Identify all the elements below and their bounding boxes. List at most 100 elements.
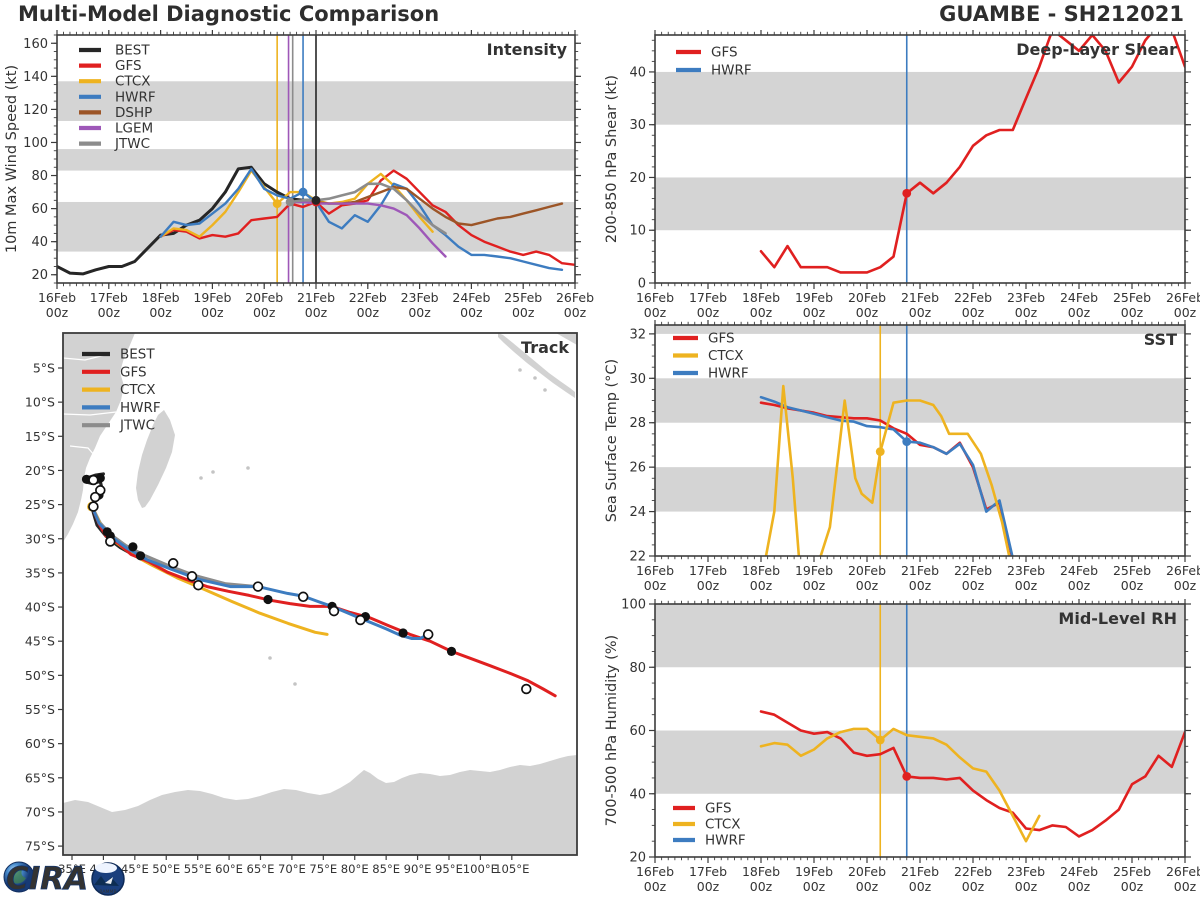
x-tick-day-label: 22Feb [954,864,992,879]
x-tick-hour-label: 00z [856,305,879,320]
x-axis: 16Feb00z17Feb00z18Feb00z19Feb00z20Feb00z… [38,30,594,320]
lat-tick-label: 15°S [25,429,55,444]
x-tick-hour-label: 00z [697,879,720,894]
x-tick-hour-label: 00z [149,305,172,320]
x-tick-day-label: 16Feb [38,290,76,305]
x-tick-day-label: 23Feb [1007,864,1045,879]
y-tick-label: 40 [31,235,48,250]
lat-tick-label: 25°S [25,497,55,512]
x-tick-hour-label: 00z [962,879,985,894]
category-bands [655,71,1185,231]
x-tick-day-label: 24Feb [1060,563,1098,578]
x-tick-day-label: 19Feb [795,864,833,879]
init-marker-HWRF [298,187,308,197]
x-tick-day-label: 25Feb [1113,290,1151,305]
country-border [63,354,106,361]
lon-tick-label: 70°E [278,862,306,876]
series-line-GFS [159,169,575,267]
sst-legend-label-CTCX: CTCX [708,348,744,364]
x-tick-day-label: 25Feb [1113,864,1151,879]
position-open-circle [167,558,179,569]
page-title: Multi-Model Diagnostic Comparison [18,2,440,26]
y-tick-label: 20 [31,268,48,283]
y-axis: 20 40 60 80 100 120 140 160 [23,34,581,284]
y-axis: 22 24 26 28 30 32 [629,327,1191,565]
series-group [759,710,1185,843]
panel-title: Intensity [487,40,568,59]
series-line-HWRF [159,167,564,272]
shaded-band [655,467,1185,512]
best-position-filled [128,542,138,552]
x-tick-hour-label: 00z [644,305,667,320]
cira-logo: CIRA RAMMB [3,861,125,897]
track-line-HWRF [90,505,430,640]
position-open-circle [422,629,434,640]
x-tick-day-label: 17Feb [90,290,128,305]
position-open-circle [95,485,106,496]
y-tick-label: 22 [629,550,646,565]
x-tick-hour-label: 00z [750,305,773,320]
lat-tick-label: 65°S [25,770,55,785]
x-tick-hour-label: 00z [1015,305,1038,320]
lat-tick-label: 20°S [25,463,55,478]
y-axis: 0 10 20 30 40 [629,39,1191,292]
x-tick-hour-label: 00z [750,578,773,593]
lat-tick-label: 45°S [25,634,55,649]
y-tick-label: 20 [629,171,646,186]
y-tick-label: 140 [23,70,48,85]
track-legend-label-HWRF: HWRF [120,400,161,416]
rammb-badge-icon: RAMMB [91,862,125,896]
x-tick-day-label: 22Feb [954,563,992,578]
intensity-chart: 2040608010012014016016Feb00z17Feb00z18Fe… [4,30,594,320]
y-tick-label: 26 [629,461,646,476]
track-legend-label-CTCX: CTCX [120,382,156,398]
position-open-circle [186,571,198,582]
y-tick-label: 0 [638,277,646,292]
humidity-chart: 2040608010016Feb00z17Feb00z18Feb00z19Feb… [604,598,1200,894]
island-speck [543,388,547,392]
shear-chart: 01020304016Feb00z17Feb00z18Feb00z19Feb00… [604,30,1200,320]
track-legend-label-BEST: BEST [120,347,155,363]
island-speck [211,470,215,474]
intensity-legend-label-HWRF: HWRF [115,89,156,105]
sst-chart: 22242628303216Feb00z17Feb00z18Feb00z19Fe… [604,320,1200,593]
y-axis-title: 10m Max Wind Speed (kt) [4,65,20,253]
x-tick-day-label: 18Feb [742,864,780,879]
landmass [63,755,577,855]
x-tick-day-label: 23Feb [401,290,439,305]
x-tick-day-label: 26Feb [1166,563,1200,578]
x-tick-day-label: 20Feb [848,290,886,305]
x-tick-hour-label: 00z [1121,879,1144,894]
y-tick-label: 120 [23,103,48,118]
svg-text:RAMMB: RAMMB [99,889,116,895]
y-tick-label: 10 [629,224,646,239]
x-tick-day-label: 20Feb [848,864,886,879]
legend: GFS HWRF [676,45,752,79]
x-tick-hour-label: 00z [697,578,720,593]
island-speck [246,466,250,470]
country-border [63,411,117,416]
x-tick-hour-label: 00z [253,305,276,320]
rh-legend-label-HWRF: HWRF [705,833,746,849]
x-tick-day-label: 24Feb [452,290,490,305]
x-tick-hour-label: 00z [1174,879,1197,894]
x-axis: 16Feb00z17Feb00z18Feb00z19Feb00z20Feb00z… [636,30,1200,320]
x-tick-day-label: 23Feb [1007,290,1045,305]
position-open-circle [88,501,99,512]
y-tick-label: 60 [31,202,48,217]
best-position-filled [135,551,146,561]
x-tick-hour-label: 00z [1121,305,1144,320]
x-tick-day-label: 18Feb [142,290,180,305]
x-tick-hour-label: 00z [1015,578,1038,593]
best-position-filled [446,646,457,656]
y-tick-label: 28 [629,416,646,431]
y-tick-label: 80 [629,661,646,676]
x-tick-hour-label: 00z [564,305,587,320]
lat-tick-label: 55°S [25,702,55,717]
best-position-filled [398,628,408,638]
y-tick-label: 160 [23,37,48,52]
init-marker-GFS [902,188,912,198]
intensity-legend-label-LGEM: LGEM [115,121,153,137]
